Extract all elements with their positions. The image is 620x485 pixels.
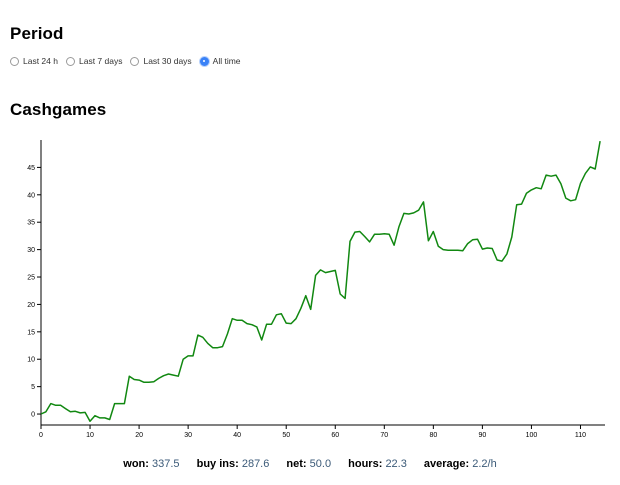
- x-tick-label: 90: [478, 432, 486, 439]
- x-tick-label: 60: [331, 432, 339, 439]
- radio-label[interactable]: Last 30 days: [143, 56, 192, 66]
- stat-value: 337.5: [152, 458, 180, 470]
- stat-label: average:: [423, 458, 470, 470]
- y-tick-label: 15: [27, 329, 35, 336]
- y-tick-label: 20: [27, 302, 35, 309]
- radio-button-icon[interactable]: [130, 56, 140, 66]
- stat-value: 287.6: [241, 458, 270, 470]
- y-tick-label: 10: [27, 357, 35, 364]
- stat-net: net: 50.0: [286, 458, 331, 470]
- x-tick-label: 70: [380, 432, 388, 439]
- y-tick-label: 30: [27, 247, 35, 254]
- period-title: Period: [10, 24, 64, 43]
- y-tick-label: 25: [27, 275, 35, 282]
- period-radio-group: Last 24 h Last 7 days Last 30 days All t…: [10, 56, 249, 66]
- cashgames-line-chart: 0 5 10 15 20 25 30 35 40 45 0 10 20 30 40 50 60 70 80 90 100…: [27, 140, 605, 439]
- stat-label: net:: [286, 458, 307, 470]
- y-tick-label: 5: [31, 384, 35, 391]
- net-winnings-line: [40, 140, 601, 422]
- stat-hours: hours: 22.3: [348, 458, 407, 470]
- stat-value: 50.0: [309, 458, 332, 470]
- stat-average: average: 2.2/h: [424, 458, 497, 470]
- radio-last-30-days[interactable]: Last 30 days: [130, 56, 192, 66]
- x-tick-label: 50: [282, 432, 290, 439]
- x-tick-label: 40: [233, 432, 241, 439]
- y-tick-label: 0: [31, 412, 35, 419]
- stat-label: buy ins:: [196, 458, 239, 470]
- y-tick-label: 40: [27, 192, 35, 199]
- x-tick-label: 80: [429, 432, 437, 439]
- stat-buy-ins: buy ins: 287.6: [197, 458, 270, 470]
- x-tick-label: 30: [184, 432, 192, 439]
- y-tick-label: 45: [27, 165, 35, 172]
- radio-button-icon[interactable]: [65, 56, 75, 66]
- cashgames-title: Cashgames: [10, 100, 107, 119]
- x-tick-label: 20: [135, 432, 143, 439]
- stat-label: hours:: [348, 458, 383, 470]
- x-tick-label: 110: [575, 432, 586, 439]
- x-tick-label: 10: [86, 432, 94, 439]
- radio-last-24h[interactable]: Last 24 h: [10, 56, 58, 66]
- radio-label[interactable]: Last 7 days: [78, 56, 123, 66]
- radio-label[interactable]: Last 24 h: [23, 56, 58, 66]
- x-tick-label: 100: [526, 432, 538, 439]
- stat-value: 22.3: [385, 458, 407, 470]
- radio-all-time[interactable]: All time: [199, 56, 241, 66]
- stat-label: won:: [123, 458, 149, 470]
- stat-won: won: 337.5: [123, 458, 179, 470]
- y-tick-label: 35: [27, 220, 35, 227]
- x-tick-label: 0: [39, 432, 43, 439]
- radio-button-icon[interactable]: [199, 56, 209, 66]
- radio-button-icon[interactable]: [10, 56, 19, 66]
- radio-label[interactable]: All time: [212, 56, 241, 66]
- radio-last-7-days[interactable]: Last 7 days: [65, 56, 123, 66]
- stat-value: 2.2/h: [472, 458, 497, 470]
- summary-stats: won: 337.5 buy ins: 287.6 net: 50.0 hour…: [0, 458, 620, 470]
